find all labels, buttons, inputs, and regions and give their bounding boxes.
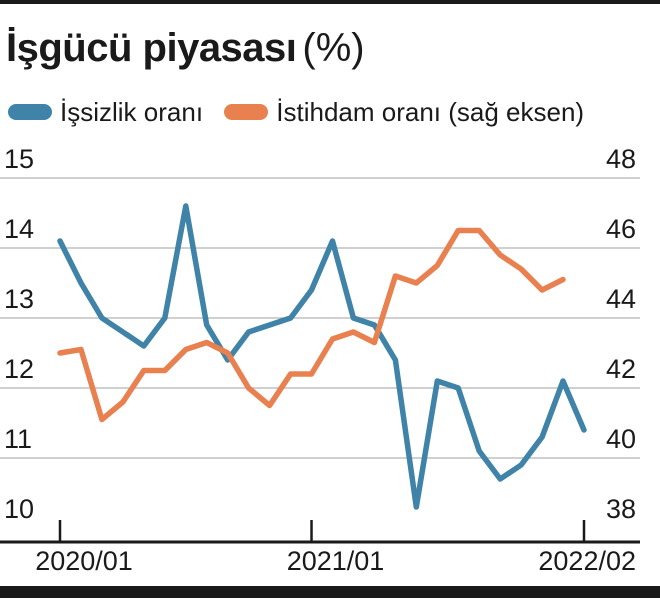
y-right-tick-label: 48 <box>606 144 636 174</box>
legend-label-unemployment: İşsizlik oranı <box>60 97 204 127</box>
legend-item-employment: İstihdam oranı (sağ eksen) <box>224 99 584 125</box>
chart-title-unit: (%) <box>302 26 365 70</box>
y-right-tick-label: 38 <box>606 494 636 524</box>
series-line-employment <box>57 227 566 423</box>
legend-label-employment: İstihdam oranı (sağ eksen) <box>276 97 585 127</box>
y-left-tick-label: 13 <box>4 284 34 314</box>
y-left-tick-label: 12 <box>4 354 34 384</box>
top-rule <box>0 0 660 4</box>
y-left-tick-label: 11 <box>4 424 32 454</box>
y-left-tick-label: 15 <box>4 144 34 174</box>
chart-title: İşgücü piyasası (%) <box>6 28 365 68</box>
legend-swatch-employment <box>224 104 269 120</box>
y-right-tick-label: 40 <box>606 424 636 454</box>
chart-title-main: İşgücü piyasası <box>6 26 297 70</box>
y-right-tick-label: 44 <box>606 284 636 314</box>
chart-legend: İşsizlik oranı İstihdam oranı (sağ eksen… <box>8 98 598 125</box>
y-left-tick-label: 14 <box>4 214 34 244</box>
series-line-unemployment <box>57 203 587 510</box>
x-tick-label: 2021/01 <box>287 546 385 576</box>
legend-item-unemployment: İşsizlik oranı <box>8 99 203 125</box>
y-right-tick-label: 42 <box>606 354 636 384</box>
bottom-rule <box>0 586 660 598</box>
x-tick-label: 2020/01 <box>35 546 133 576</box>
x-tick-label: 2022/02 <box>538 546 636 576</box>
legend-swatch-unemployment <box>8 104 52 120</box>
y-left-tick-label: 10 <box>4 494 34 524</box>
y-right-tick-label: 46 <box>606 214 636 244</box>
